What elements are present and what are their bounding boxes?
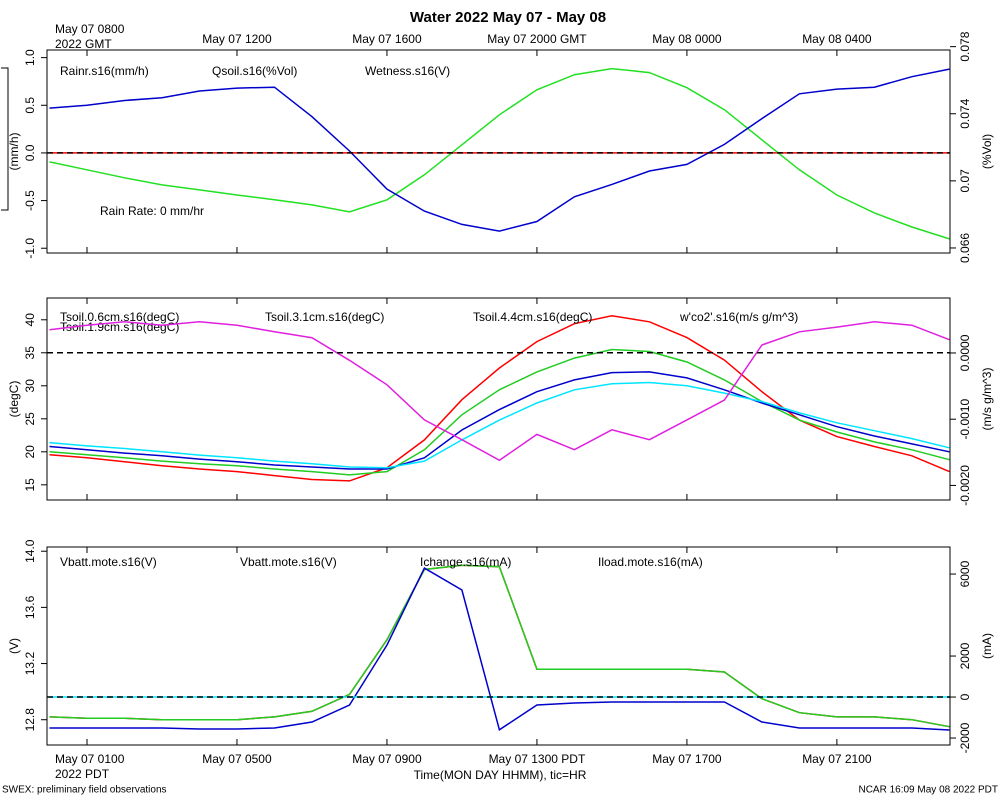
x-tick-label: May 07 1300 PDT — [489, 752, 586, 766]
y-tick-label: 20 — [23, 445, 37, 459]
y-tick-label: 0.074 — [958, 98, 972, 128]
y-tick-label: 0.0 — [23, 144, 37, 161]
x-tick-label: May 07 0500 — [202, 752, 272, 766]
x-year-label: 2022 PDT — [55, 767, 110, 781]
series-line — [49, 321, 950, 462]
footer-left: SWEX: preliminary field observations — [2, 785, 167, 796]
series-line — [49, 315, 950, 482]
series-line — [49, 381, 950, 469]
y-tick-label: -1.0 — [23, 238, 37, 259]
y-tick-label: 15 — [23, 478, 37, 492]
x-tick-label: May 08 0000 — [652, 32, 722, 46]
y-tick-label: 13.6 — [23, 595, 37, 619]
y-tick-label: 1.0 — [23, 49, 37, 66]
series-line — [49, 371, 950, 470]
x-tick-label: May 07 1700 — [652, 752, 722, 766]
plot-frame — [46, 546, 951, 746]
series-line — [49, 564, 950, 728]
chart-title: Water 2022 May 07 - May 08 — [410, 9, 606, 26]
series-line — [49, 567, 950, 731]
legend-entry: Tsoil.0.6cm.s16(degC) — [60, 310, 179, 324]
y-tick-label: 0.0000 — [958, 334, 972, 371]
y2-axis-label: (m/s g/m^3) — [980, 368, 994, 431]
series-line — [49, 68, 950, 232]
y-tick-label: -0.0020 — [958, 465, 972, 506]
series-line — [49, 564, 950, 728]
y-tick-label: -0.5 — [23, 190, 37, 211]
x-year-label: 2022 GMT — [55, 37, 112, 51]
y-axis-label: (mm/h) — [7, 133, 21, 171]
y-tick-label: 25 — [23, 412, 37, 426]
y-tick-label: 30 — [23, 379, 37, 393]
annotation: Rain Rate: 0 mm/hr — [100, 204, 204, 218]
y-tick-label: 40 — [23, 313, 37, 327]
x-tick-label: May 07 2100 — [802, 752, 872, 766]
y-tick-label: 6000 — [958, 560, 972, 587]
y-tick-label: 0.07 — [958, 169, 972, 193]
y-axis-label: (V) — [7, 638, 21, 654]
legend-entry: Rainr.s16(mm/h) — [60, 64, 149, 78]
x-tick-label: May 07 0800 — [55, 22, 125, 36]
y-axis-label: (degC) — [7, 381, 21, 418]
legend-entry: Tsoil.3.1cm.s16(degC) — [265, 310, 384, 324]
legend-entry: Qsoil.s16(%Vol) — [212, 64, 297, 78]
y-tick-label: 2000 — [958, 642, 972, 669]
y-tick-label: 13.2 — [23, 652, 37, 676]
y-tick-label: 0 — [958, 693, 972, 700]
legend-entry: Ichange.s16(mA) — [420, 555, 511, 569]
series-line — [49, 67, 950, 240]
x-axis-label: Time(MON DAY HHMM), tic=HR — [414, 768, 587, 782]
series-line — [49, 348, 950, 476]
x-tick-label: May 07 2000 GMT — [487, 32, 587, 46]
legend-entry: Iload.mote.s16(mA) — [598, 555, 703, 569]
bracket — [1, 67, 9, 211]
x-tick-label: May 07 0900 — [352, 752, 422, 766]
footer-right: NCAR 16:09 May 08 2022 PDT — [858, 785, 998, 796]
y-tick-label: 0.5 — [23, 97, 37, 114]
y-tick-label: 14.0 — [23, 539, 37, 563]
x-tick-label: May 08 0400 — [802, 32, 872, 46]
y2-axis-label: (mA) — [980, 633, 994, 659]
y-tick-label: 0.078 — [958, 31, 972, 61]
legend-entry: w'co2'.s16(m/s g/m^3) — [679, 310, 798, 324]
y-tick-label: -0.0010 — [958, 399, 972, 440]
y2-axis-label: (%Vol) — [980, 134, 994, 169]
legend-entry: Wetness.s16(V) — [365, 64, 450, 78]
x-tick-label: May 07 1600 — [352, 32, 422, 46]
x-tick-label: May 07 1200 — [202, 32, 272, 46]
plot-frame — [46, 297, 951, 501]
y-tick-label: 35 — [23, 346, 37, 360]
legend-entry: Vbatt.mote.s16(V) — [240, 555, 337, 569]
y-tick-label: 12.8 — [23, 708, 37, 732]
plot-frame — [46, 49, 951, 254]
legend-entry: Vbatt.mote.s16(V) — [60, 555, 157, 569]
y-tick-label: 0.066 — [958, 233, 972, 263]
y-tick-label: -2000 — [958, 722, 972, 753]
x-tick-label: May 07 0100 — [55, 752, 125, 766]
legend-entry: Tsoil.4.4cm.s16(degC) — [473, 310, 592, 324]
